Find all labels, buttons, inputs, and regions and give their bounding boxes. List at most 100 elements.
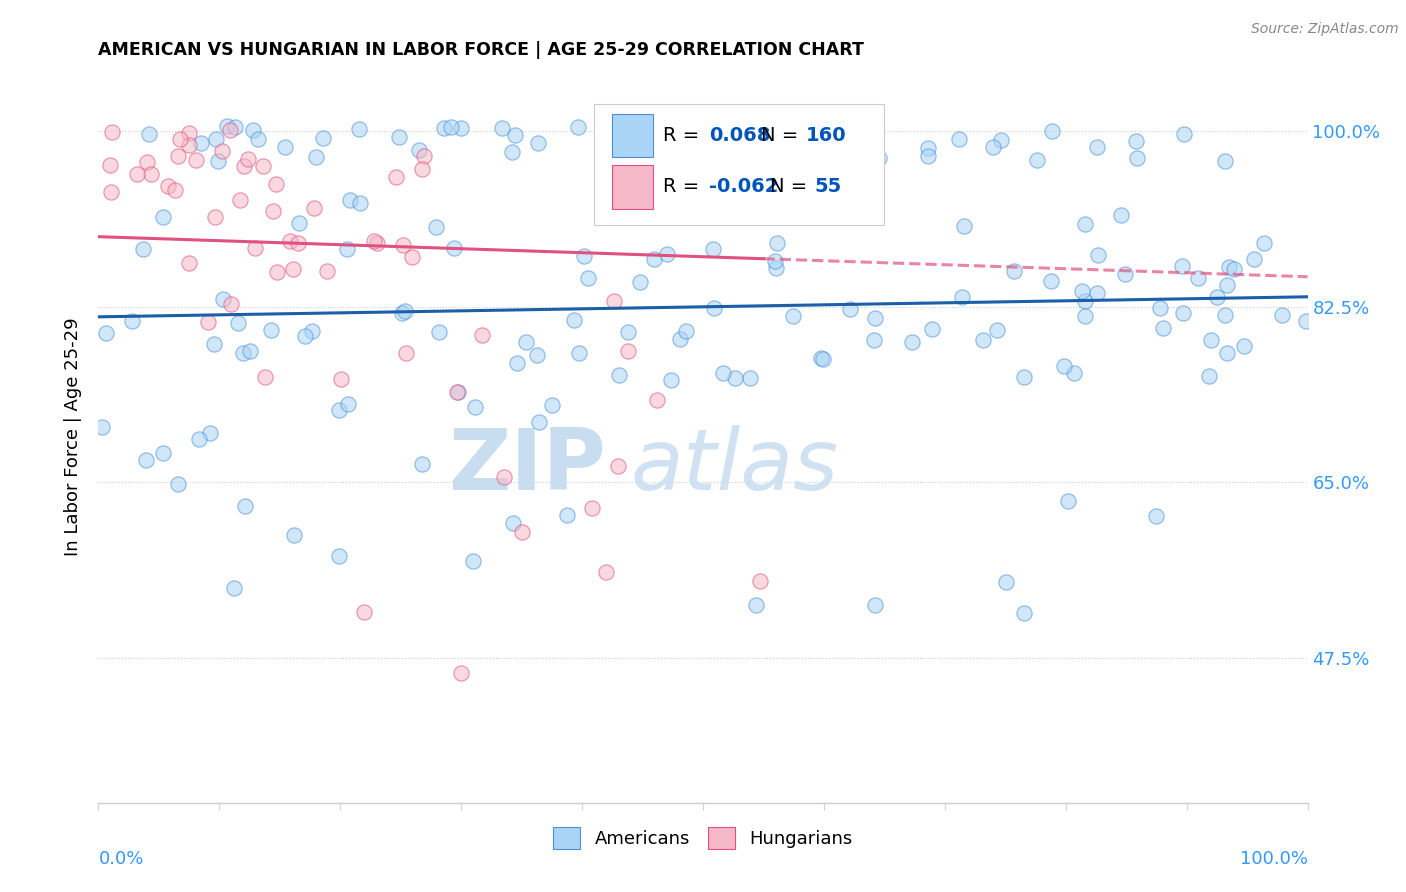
Point bbox=[302, 202, 325, 216]
Point bbox=[222, 581, 245, 595]
Point bbox=[765, 261, 787, 276]
FancyBboxPatch shape bbox=[595, 104, 884, 225]
Point bbox=[139, 167, 162, 181]
Point bbox=[724, 371, 747, 385]
Point bbox=[328, 403, 350, 417]
Point bbox=[657, 247, 679, 261]
Point bbox=[347, 122, 370, 136]
Point bbox=[169, 131, 191, 145]
Point bbox=[793, 145, 815, 160]
Point bbox=[239, 343, 262, 358]
Point bbox=[90, 419, 112, 434]
Text: AMERICAN VS HUNGARIAN IN LABOR FORCE | AGE 25-29 CORRELATION CHART: AMERICAN VS HUNGARIAN IN LABOR FORCE | A… bbox=[98, 41, 865, 59]
Point bbox=[675, 325, 697, 339]
Point bbox=[205, 132, 228, 146]
Point bbox=[747, 136, 769, 151]
Point bbox=[782, 310, 804, 324]
Point bbox=[315, 264, 337, 278]
Point bbox=[1173, 306, 1195, 320]
Text: atlas: atlas bbox=[630, 425, 838, 508]
Point bbox=[152, 446, 174, 460]
Point bbox=[443, 241, 465, 255]
Point bbox=[505, 356, 527, 370]
Point bbox=[1012, 369, 1035, 384]
Point bbox=[224, 120, 246, 135]
Point bbox=[190, 136, 212, 151]
Text: 0.068: 0.068 bbox=[709, 127, 770, 145]
Point bbox=[301, 324, 323, 338]
Point bbox=[329, 372, 352, 386]
Point bbox=[312, 131, 335, 145]
Point bbox=[1025, 153, 1047, 167]
Text: N =: N = bbox=[769, 178, 813, 196]
Point bbox=[617, 343, 640, 358]
Point bbox=[952, 290, 974, 304]
Point bbox=[198, 425, 221, 440]
Point bbox=[1222, 261, 1244, 276]
Point bbox=[1052, 359, 1074, 374]
Point bbox=[1199, 333, 1222, 347]
Point bbox=[502, 516, 524, 530]
Point bbox=[1171, 259, 1194, 273]
Point bbox=[527, 136, 550, 150]
Point bbox=[197, 315, 219, 329]
Point bbox=[1213, 308, 1236, 322]
Point bbox=[166, 476, 188, 491]
Point bbox=[101, 125, 124, 139]
Text: N =: N = bbox=[761, 127, 804, 145]
Text: Source: ZipAtlas.com: Source: ZipAtlas.com bbox=[1251, 22, 1399, 37]
Point bbox=[471, 328, 494, 343]
Point bbox=[1152, 320, 1174, 334]
Point bbox=[252, 159, 274, 173]
Point bbox=[385, 169, 408, 184]
Point bbox=[226, 317, 249, 331]
Point bbox=[1012, 606, 1035, 620]
Point bbox=[1073, 309, 1095, 323]
Point bbox=[628, 275, 651, 289]
Point bbox=[616, 326, 638, 340]
Point bbox=[863, 598, 886, 612]
Point bbox=[349, 195, 371, 210]
Point bbox=[366, 236, 388, 251]
Point bbox=[749, 134, 772, 148]
Point bbox=[218, 123, 240, 137]
Point bbox=[96, 326, 118, 340]
Point bbox=[353, 606, 375, 620]
Point bbox=[1040, 274, 1063, 288]
Point bbox=[242, 123, 264, 137]
Point bbox=[136, 155, 159, 169]
Point bbox=[395, 346, 418, 360]
Point bbox=[207, 154, 229, 169]
Text: -0.062: -0.062 bbox=[709, 178, 779, 196]
Point bbox=[797, 209, 820, 223]
Point bbox=[1126, 151, 1149, 165]
Point bbox=[187, 432, 209, 446]
Text: 55: 55 bbox=[814, 178, 842, 196]
Point bbox=[703, 301, 725, 316]
Point bbox=[217, 120, 239, 134]
Point bbox=[336, 397, 359, 411]
Point bbox=[100, 158, 122, 172]
Point bbox=[328, 549, 350, 563]
Point bbox=[411, 457, 433, 471]
Point bbox=[408, 143, 430, 157]
Point bbox=[766, 236, 789, 251]
Point bbox=[152, 210, 174, 224]
Point bbox=[1218, 260, 1240, 274]
Point bbox=[294, 328, 316, 343]
Point bbox=[1074, 217, 1097, 231]
Point bbox=[1206, 289, 1229, 303]
Point bbox=[900, 335, 922, 350]
Point bbox=[1198, 368, 1220, 383]
Point bbox=[831, 182, 853, 196]
Point bbox=[336, 242, 359, 256]
Point bbox=[672, 150, 695, 164]
Point bbox=[921, 322, 943, 336]
Point bbox=[262, 204, 284, 219]
Point bbox=[515, 335, 537, 350]
Point bbox=[391, 306, 413, 320]
Point bbox=[716, 127, 738, 141]
Point bbox=[1056, 493, 1078, 508]
Point bbox=[990, 133, 1012, 147]
Point bbox=[254, 369, 277, 384]
